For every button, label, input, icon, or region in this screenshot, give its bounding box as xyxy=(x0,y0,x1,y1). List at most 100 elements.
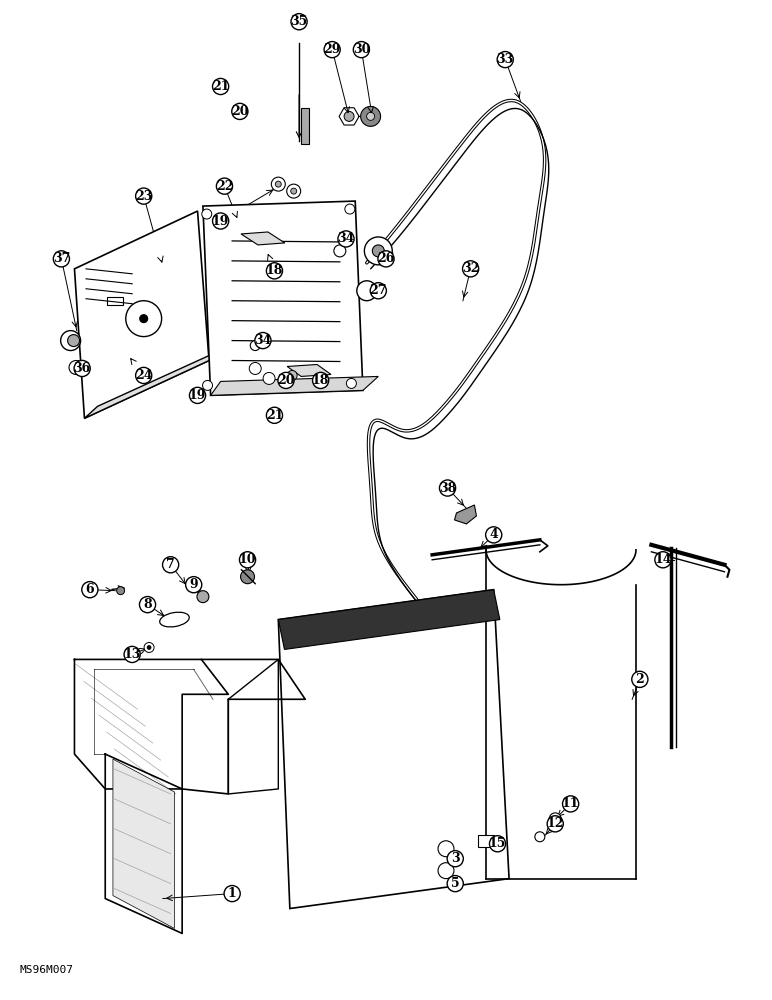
Circle shape xyxy=(255,332,271,349)
Text: 5: 5 xyxy=(451,877,459,890)
Text: 3: 3 xyxy=(451,852,459,865)
Circle shape xyxy=(291,188,296,194)
Circle shape xyxy=(347,378,357,388)
Text: 2: 2 xyxy=(635,673,644,686)
Circle shape xyxy=(278,372,294,389)
Circle shape xyxy=(212,78,229,95)
Polygon shape xyxy=(84,349,225,418)
Text: 18: 18 xyxy=(312,374,330,387)
Text: 19: 19 xyxy=(212,215,229,228)
Circle shape xyxy=(287,370,297,380)
Circle shape xyxy=(136,188,152,204)
Circle shape xyxy=(241,570,255,584)
Circle shape xyxy=(438,841,454,857)
Circle shape xyxy=(201,209,212,219)
Polygon shape xyxy=(279,590,499,649)
Circle shape xyxy=(344,111,354,121)
Text: 7: 7 xyxy=(166,558,175,571)
Circle shape xyxy=(549,813,561,825)
Text: 19: 19 xyxy=(189,389,206,402)
Circle shape xyxy=(447,876,463,892)
Circle shape xyxy=(163,557,178,573)
Text: 9: 9 xyxy=(189,578,198,591)
Circle shape xyxy=(263,372,275,384)
Text: 15: 15 xyxy=(489,837,506,850)
Circle shape xyxy=(631,671,648,687)
Text: 38: 38 xyxy=(439,482,456,495)
Circle shape xyxy=(124,646,141,663)
Circle shape xyxy=(69,361,83,374)
Text: 6: 6 xyxy=(86,583,94,596)
Bar xyxy=(301,108,310,144)
Circle shape xyxy=(117,587,124,595)
Circle shape xyxy=(74,360,90,377)
Text: 1: 1 xyxy=(228,887,236,900)
Circle shape xyxy=(357,281,377,301)
Text: 30: 30 xyxy=(353,43,370,56)
Circle shape xyxy=(189,387,205,403)
Circle shape xyxy=(371,283,386,299)
Text: 8: 8 xyxy=(144,598,152,611)
Circle shape xyxy=(147,645,151,649)
Text: 22: 22 xyxy=(215,180,233,193)
Polygon shape xyxy=(203,201,363,395)
Text: 34: 34 xyxy=(254,334,272,347)
Circle shape xyxy=(655,552,671,568)
Circle shape xyxy=(249,362,261,374)
Circle shape xyxy=(334,245,346,257)
Text: 21: 21 xyxy=(266,409,283,422)
Circle shape xyxy=(286,184,300,198)
Circle shape xyxy=(216,178,232,194)
Polygon shape xyxy=(211,376,378,395)
Circle shape xyxy=(324,42,340,58)
Text: 14: 14 xyxy=(654,553,672,566)
Text: 11: 11 xyxy=(562,797,579,810)
Circle shape xyxy=(53,251,69,267)
Text: 20: 20 xyxy=(231,105,249,118)
Circle shape xyxy=(126,301,161,337)
Text: 36: 36 xyxy=(73,362,91,375)
Text: 34: 34 xyxy=(337,232,354,245)
Circle shape xyxy=(439,480,455,496)
Circle shape xyxy=(82,582,98,598)
Circle shape xyxy=(462,261,479,277)
Circle shape xyxy=(185,577,201,593)
Circle shape xyxy=(364,237,392,265)
Circle shape xyxy=(68,335,80,347)
Polygon shape xyxy=(113,759,174,928)
Polygon shape xyxy=(287,364,331,376)
Bar xyxy=(478,835,494,847)
Circle shape xyxy=(250,341,260,351)
Circle shape xyxy=(266,407,283,423)
Circle shape xyxy=(345,204,355,214)
Circle shape xyxy=(338,231,354,247)
Circle shape xyxy=(486,527,502,543)
Circle shape xyxy=(202,380,212,390)
Circle shape xyxy=(61,331,80,351)
Circle shape xyxy=(239,552,256,568)
Text: 24: 24 xyxy=(135,369,152,382)
Circle shape xyxy=(232,103,248,119)
Circle shape xyxy=(144,642,154,652)
Text: 12: 12 xyxy=(547,817,564,830)
Circle shape xyxy=(271,177,286,191)
Text: 27: 27 xyxy=(370,284,387,297)
Text: 26: 26 xyxy=(378,252,394,265)
Text: 13: 13 xyxy=(124,648,141,661)
Circle shape xyxy=(447,851,463,867)
Circle shape xyxy=(497,52,513,68)
Text: 33: 33 xyxy=(496,53,514,66)
Circle shape xyxy=(354,42,370,58)
Polygon shape xyxy=(279,590,509,909)
Bar xyxy=(107,297,124,305)
Circle shape xyxy=(276,181,281,187)
Text: 20: 20 xyxy=(277,374,295,387)
Circle shape xyxy=(438,863,454,879)
Text: 4: 4 xyxy=(489,528,498,541)
Polygon shape xyxy=(241,232,285,245)
Text: 18: 18 xyxy=(266,264,283,277)
Circle shape xyxy=(266,263,283,279)
Circle shape xyxy=(361,106,381,126)
Text: 35: 35 xyxy=(290,15,308,28)
Text: MS96M007: MS96M007 xyxy=(19,965,73,975)
